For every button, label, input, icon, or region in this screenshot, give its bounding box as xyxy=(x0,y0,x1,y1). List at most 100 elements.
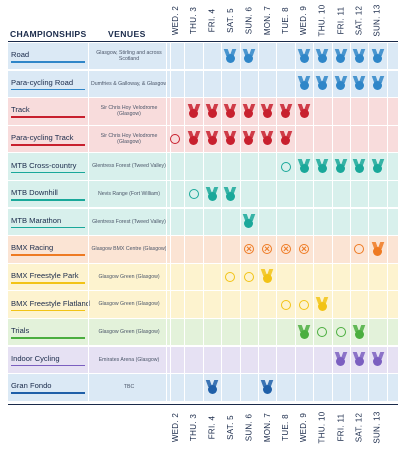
column-separator xyxy=(294,263,296,291)
bottom-date-9: FRI. 11 xyxy=(332,408,350,446)
column-separator xyxy=(88,98,89,125)
column-separator xyxy=(258,70,259,97)
bottom-date-5: MON. 7 xyxy=(258,408,276,446)
event-accent-line xyxy=(11,171,85,174)
medal-disc-icon xyxy=(207,384,217,394)
medal-disc-icon xyxy=(225,53,235,63)
event-name: Para-cycling Road xyxy=(11,77,74,87)
date-label: MON. 7 xyxy=(262,412,272,442)
medal-disc-icon xyxy=(317,164,327,174)
column-separator xyxy=(258,236,259,263)
column-separator xyxy=(350,346,351,373)
medal-disc-icon xyxy=(299,164,309,174)
column-separator xyxy=(350,153,351,180)
medal-disc-icon xyxy=(244,136,254,146)
event-name: Gran Fondo xyxy=(11,381,52,391)
top-date-9: FRI. 11 xyxy=(332,2,350,38)
column-separator xyxy=(166,125,167,153)
date-label: MON. 7 xyxy=(262,5,272,35)
medal-disc-icon xyxy=(317,53,327,63)
bottom-date-7: WED. 9 xyxy=(295,408,313,446)
medal-icon xyxy=(187,103,201,119)
column-separator xyxy=(258,346,259,373)
medal-icon xyxy=(352,352,366,367)
medal-icon xyxy=(242,214,256,229)
event-row: MTB Marathon Glentress Forest (Tweed Vall… xyxy=(8,208,398,235)
column-separator xyxy=(313,208,315,235)
column-separator xyxy=(170,208,171,235)
bottom-date-10: SAT. 12 xyxy=(350,408,368,446)
event-venue: Glasgow Green (Glasgow) xyxy=(98,273,160,280)
column-separator xyxy=(331,153,333,180)
medal-disc-icon xyxy=(207,108,217,118)
medal-icon xyxy=(297,103,311,119)
event-row: BMX Freestyle Park Glasgow Green (Glasgow… xyxy=(8,263,398,291)
column-separator xyxy=(184,98,186,125)
medal-icon xyxy=(205,379,219,395)
ring-icon xyxy=(280,161,291,172)
column-separator xyxy=(386,153,388,180)
top-date-8: THU. 10 xyxy=(313,2,331,38)
medal-disc-icon xyxy=(262,384,272,394)
top-date-0: WED. 2 xyxy=(166,2,184,38)
column-separator xyxy=(221,181,223,208)
column-separator xyxy=(386,125,388,153)
top-date-4: SUN. 6 xyxy=(240,2,258,38)
medal-icon xyxy=(279,131,293,146)
column-separator xyxy=(331,319,333,346)
event-accent-line xyxy=(11,116,85,118)
medal-disc-icon xyxy=(262,274,272,284)
column-separator xyxy=(350,291,351,318)
medal-disc-icon xyxy=(244,108,254,118)
bottom-date-2: FRI. 4 xyxy=(203,408,221,446)
event-accent-line xyxy=(11,88,85,91)
column-separator xyxy=(88,319,89,346)
event-venue: Glasgow BMX Centre (Glasgow) xyxy=(91,246,167,253)
column-separator xyxy=(350,374,351,401)
event-venue: Emirates Arena (Glasgow) xyxy=(98,356,160,363)
medal-disc-icon xyxy=(299,329,309,339)
column-separator xyxy=(294,70,296,97)
column-separator xyxy=(258,153,259,180)
event-accent-line xyxy=(11,143,85,146)
column-separator xyxy=(202,319,204,346)
column-separator xyxy=(184,70,186,97)
crossed-ring-icon xyxy=(262,244,273,255)
event-row: Indoor Cycling Emirates Arena (Glasgow) xyxy=(8,346,398,373)
medal-disc-icon xyxy=(299,53,309,63)
column-separator xyxy=(368,236,370,263)
medal-disc-icon xyxy=(354,329,364,339)
medal-icon xyxy=(334,159,348,174)
event-accent-line xyxy=(11,337,85,339)
medal-disc-icon xyxy=(262,108,272,118)
ring-icon xyxy=(354,244,365,255)
medal-icon xyxy=(205,131,219,146)
event-accent-line xyxy=(11,364,85,367)
column-separator xyxy=(184,346,186,373)
event-name: BMX Racing xyxy=(11,243,54,253)
column-separator xyxy=(170,346,171,373)
medal-icon xyxy=(352,48,366,64)
event-row: Para-cycling Track Sir Chris Hoy Velodrom… xyxy=(8,125,398,153)
event-venue: Glasgow Green (Glasgow) xyxy=(98,328,160,335)
column-separator xyxy=(386,263,388,291)
column-separator xyxy=(368,208,370,235)
medal-disc-icon xyxy=(244,219,254,229)
column-separator xyxy=(368,346,370,373)
date-label: SUN. 13 xyxy=(373,410,383,444)
column-separator xyxy=(313,263,315,291)
column-separator xyxy=(88,43,89,70)
event-row: MTB Cross-country Glentress Forest (Tweed… xyxy=(8,153,398,180)
column-separator xyxy=(202,374,204,401)
medal-disc-icon xyxy=(299,81,309,91)
column-separator xyxy=(258,181,259,208)
date-label: THU. 10 xyxy=(317,411,327,443)
column-separator xyxy=(170,181,171,208)
column-separator xyxy=(386,181,388,208)
column-separator xyxy=(313,43,315,70)
crossed-ring-icon xyxy=(299,244,309,255)
medal-icon xyxy=(260,103,274,119)
medal-icon xyxy=(297,48,311,64)
column-separator xyxy=(166,208,167,235)
column-separator xyxy=(170,98,171,125)
